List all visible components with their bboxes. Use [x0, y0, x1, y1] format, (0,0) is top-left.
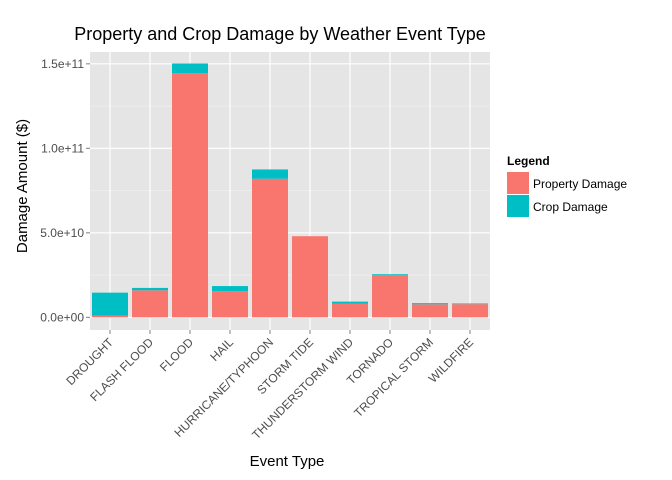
legend-key-property-damage — [507, 172, 529, 194]
y-tick-label: 5.0e+10 — [40, 226, 84, 240]
y-tick-label: 1.0e+11 — [41, 141, 84, 155]
x-tick-label: TROPICAL STORM — [351, 335, 436, 420]
legend-label-property-damage: Property Damage — [533, 177, 627, 191]
legend: Legend Property Damage Crop Damage — [507, 154, 627, 217]
chart-title: Property and Crop Damage by Weather Even… — [74, 24, 486, 44]
legend-key-crop-damage — [507, 195, 529, 217]
x-tick-label: HAIL — [207, 335, 236, 364]
bar-crop-flood — [172, 63, 208, 74]
bar-crop-flash-flood — [132, 287, 168, 291]
bar-crop-tropical-storm — [412, 303, 448, 305]
y-tick-label: 1.5e+11 — [41, 57, 84, 71]
x-tick-label: FLOOD — [157, 335, 196, 374]
bar-crop-tornado — [372, 274, 408, 276]
bar-property-storm-tide — [292, 236, 328, 318]
bar-property-flash-flood — [132, 290, 168, 318]
y-axis-title: Damage Amount ($) — [14, 119, 31, 253]
bar-crop-hurricane-typhoon — [252, 169, 288, 179]
y-axis-ticks: 0.0e+00 5.0e+10 1.0e+11 1.5e+11 — [40, 57, 90, 324]
bar-property-tornado — [372, 275, 408, 318]
bar-crop-wildfire — [452, 303, 488, 305]
bars — [92, 63, 488, 318]
legend-label-crop-damage: Crop Damage — [533, 200, 608, 214]
bar-crop-thunderstorm-wind — [332, 301, 368, 304]
bar-property-hurricane-typhoon — [252, 178, 288, 318]
bar-crop-drought — [92, 292, 128, 316]
bar-property-wildfire — [452, 304, 488, 318]
minor-gridlines — [90, 105, 490, 276]
y-tick-label: 0.0e+00 — [40, 310, 84, 324]
legend-title: Legend — [507, 154, 550, 168]
bar-property-tropical-storm — [412, 304, 448, 318]
bar-property-flood — [172, 73, 208, 318]
bar-property-hail — [212, 291, 248, 318]
x-axis-title: Event Type — [250, 453, 325, 470]
bar-crop-hail — [212, 286, 248, 292]
bar-property-drought — [92, 315, 128, 318]
plot-panel — [90, 52, 490, 330]
bar-property-thunderstorm-wind — [332, 303, 368, 318]
